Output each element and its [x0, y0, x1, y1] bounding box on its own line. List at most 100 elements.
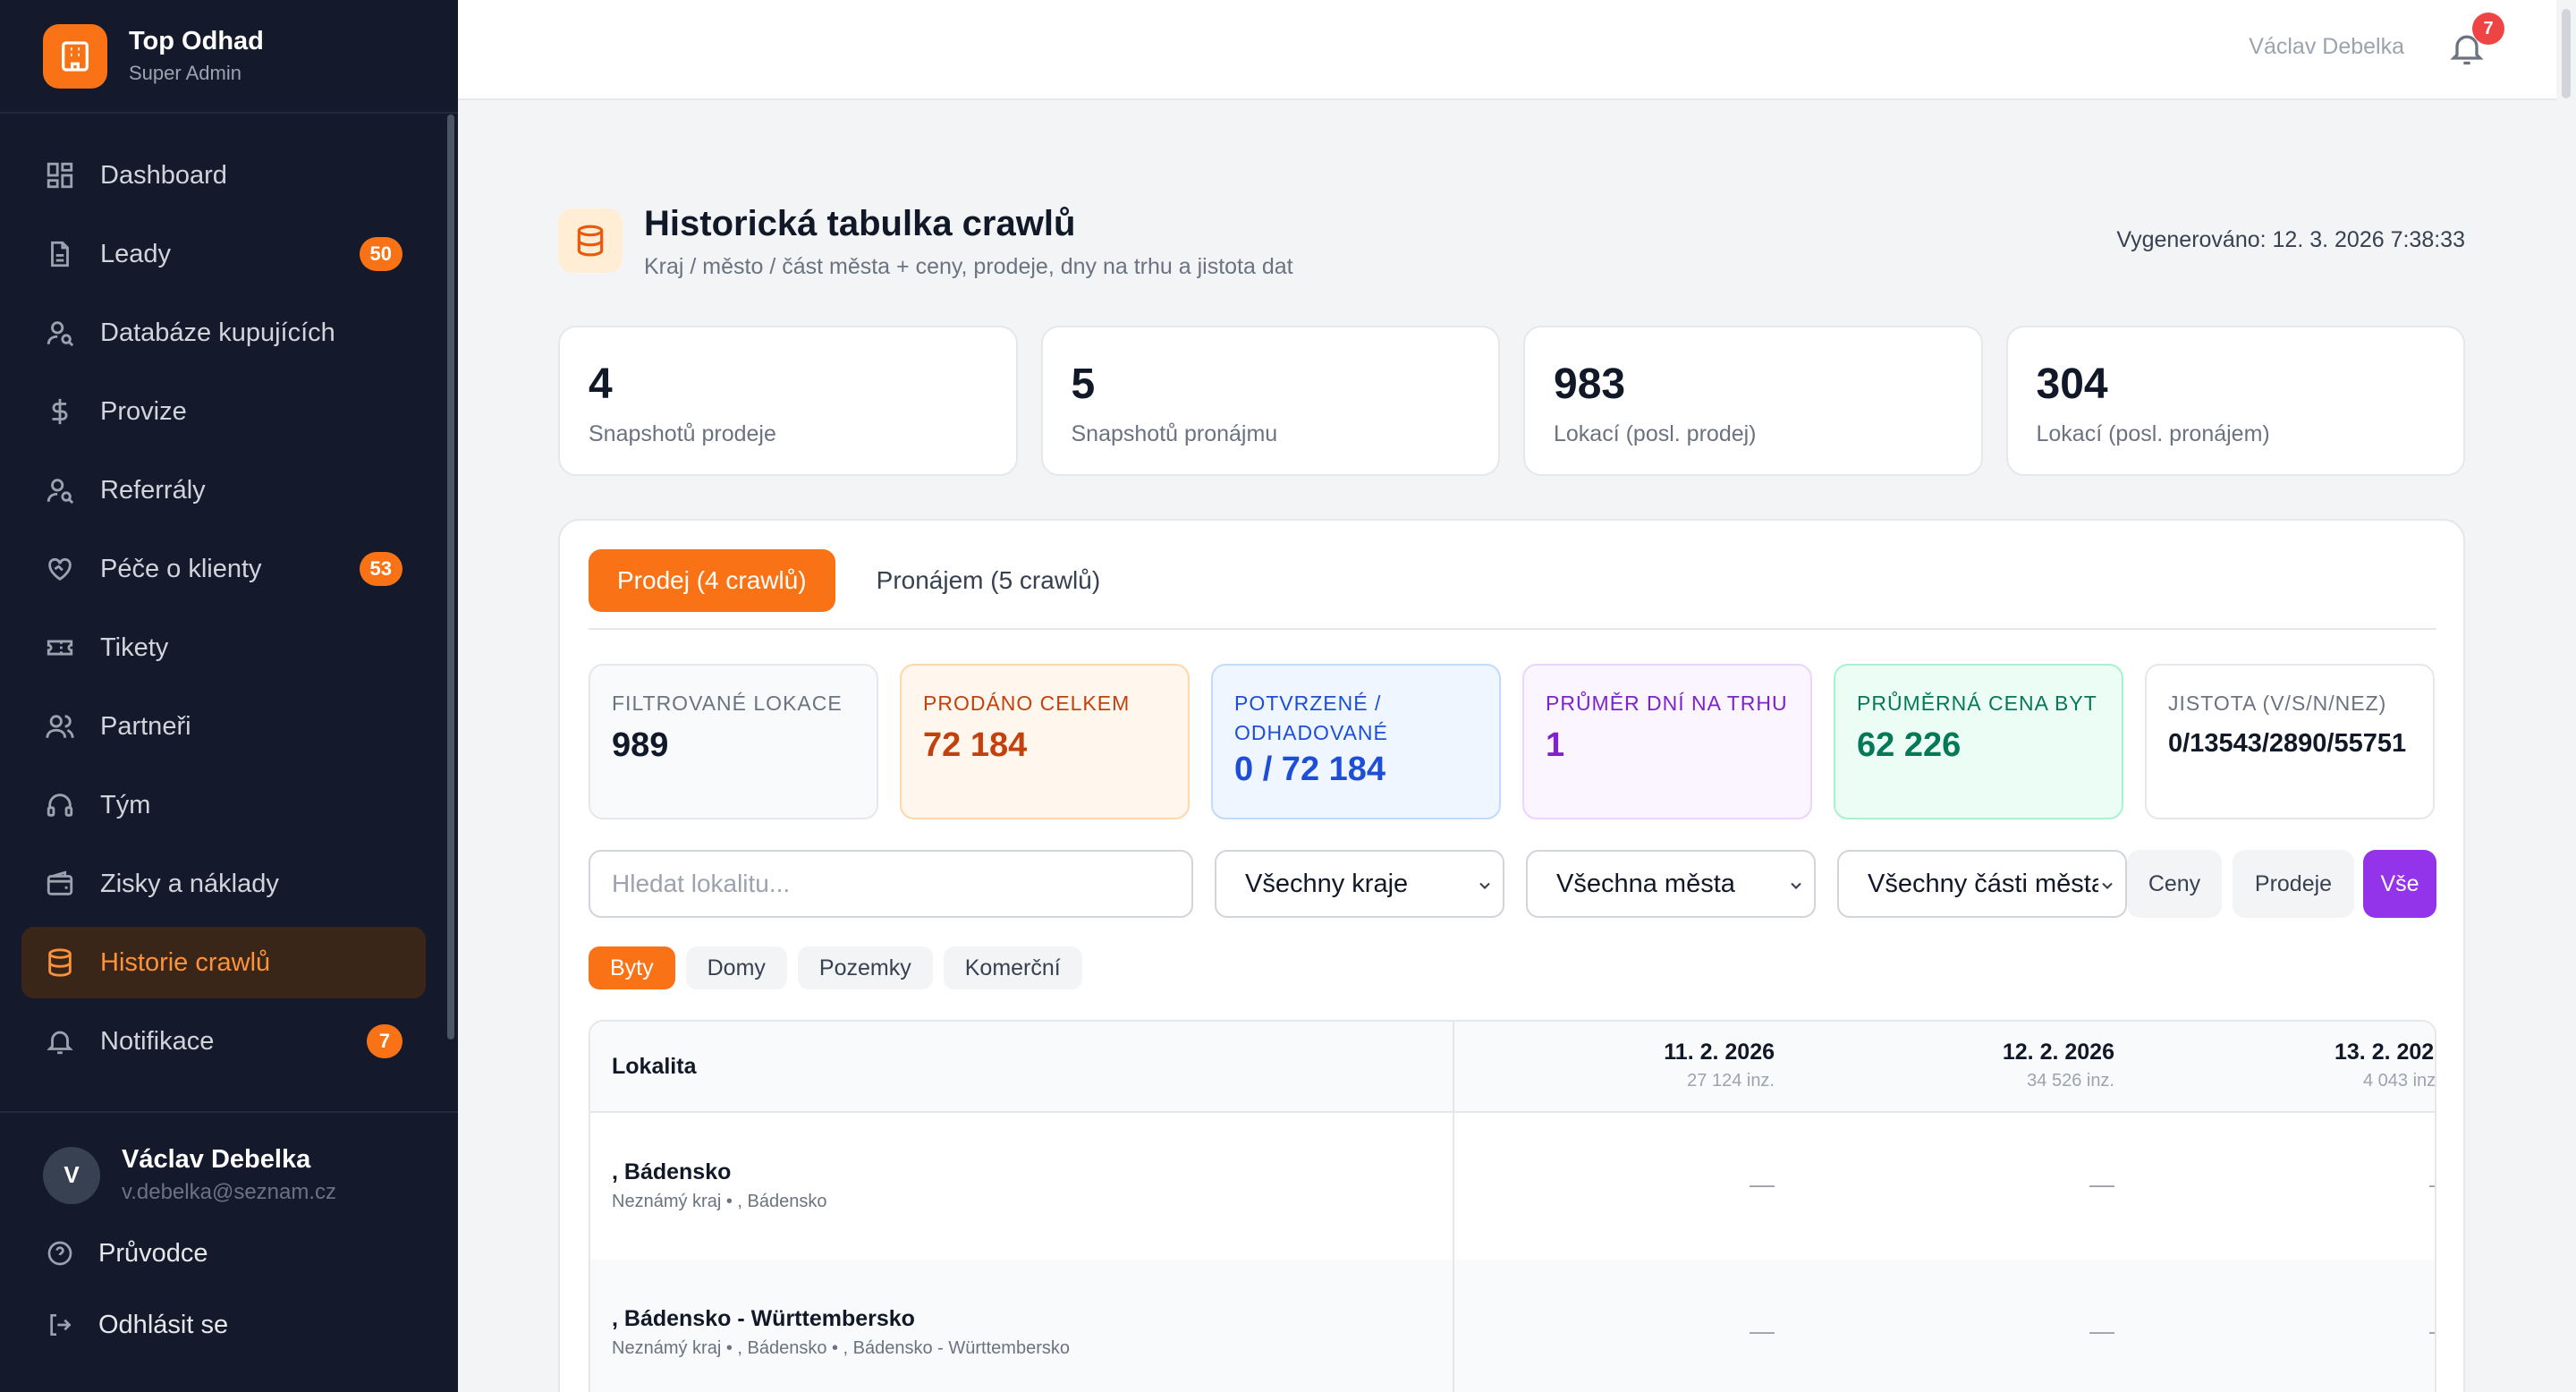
table-cell: —	[2089, 1317, 2114, 1345]
page-scrollbar[interactable]	[2556, 0, 2576, 1392]
filter-bar: Všechny kraje Všechna města Všechny část…	[589, 850, 2436, 918]
user-block: V Václav Debelka v.debelka@seznam.cz Prů…	[0, 1111, 458, 1348]
tab-pronajem[interactable]: Pronájem (5 crawlů)	[876, 566, 1101, 594]
metric-avg-price-flat: Průměrná cena byt 62 226	[1834, 664, 2123, 819]
metric-value: 0/13543/2890/55751	[2168, 729, 2407, 758]
stat-label: Lokací (posl. pronájem)	[2036, 421, 2270, 446]
logout-icon	[43, 1308, 77, 1342]
document-icon	[43, 237, 77, 271]
sidebar-item-label: Dashboard	[100, 160, 227, 190]
database-icon	[558, 208, 623, 273]
brand: Top Odhad Super Admin	[0, 0, 458, 114]
database-icon	[43, 946, 77, 980]
sidebar-item-zisky-a-naklady[interactable]: Zisky a náklady	[21, 848, 426, 920]
metric-confidence: Jistota (V/S/N/NEZ) 0/13543/2890/55751	[2145, 664, 2435, 819]
sidebar: Top Odhad Super Admin Dashboard Leady 50…	[0, 0, 458, 1392]
top-header: Václav Debelka 7	[458, 0, 2556, 100]
user-profile[interactable]: V Václav Debelka v.debelka@seznam.cz	[43, 1145, 458, 1205]
metric-label: Průměr dní na trhu	[1546, 692, 1788, 715]
page-subtitle: Kraj / město / část města + ceny, prodej…	[644, 254, 1293, 279]
chip-komercni[interactable]: Komerční	[943, 946, 1082, 989]
row-location-path: Neznámý kraj • , Bádensko	[612, 1192, 827, 1211]
sidebar-item-notifikace[interactable]: Notifikace 7	[21, 1006, 426, 1077]
metric-value: 1	[1546, 726, 1565, 764]
table-row[interactable]: , Bádensko - Württembersko Neznámý kraj …	[590, 1260, 2435, 1392]
header-user-name[interactable]: Václav Debelka	[2249, 34, 2404, 59]
column-header-location[interactable]: Lokalita	[612, 1054, 697, 1079]
segment-prodeje-button[interactable]: Prodeje	[2233, 850, 2354, 918]
district-select[interactable]: Všechny části města	[1837, 850, 2127, 918]
count-badge: 50	[359, 237, 402, 271]
tab-prodej[interactable]: Prodej (4 crawlů)	[589, 549, 835, 612]
metric-filtered-locations: Filtrované lokace 989	[589, 664, 878, 819]
sidebar-item-historie-crawlu[interactable]: Historie crawlů	[21, 927, 426, 998]
notification-badge: 7	[2472, 13, 2504, 45]
logout-link[interactable]: Odhlásit se	[43, 1302, 458, 1348]
sidebar-item-label: Leady	[100, 239, 172, 268]
stat-label: Snapshotů pronájmu	[1071, 421, 1278, 446]
user-email: v.debelka@seznam.cz	[122, 1180, 337, 1204]
sidebar-item-label: Partneři	[100, 711, 191, 741]
sidebar-item-label: Historie crawlů	[100, 947, 271, 977]
region-select[interactable]: Všechny kraje	[1215, 850, 1504, 918]
chip-byty[interactable]: Byty	[589, 946, 675, 989]
sidebar-item-partneri[interactable]: Partneři	[21, 691, 426, 762]
generated-timestamp: Vygenerováno: 12. 3. 2026 7:38:33	[2116, 227, 2465, 252]
sidebar-item-dashboard[interactable]: Dashboard	[21, 140, 426, 211]
sidebar-item-tikety[interactable]: Tikety	[21, 612, 426, 683]
sidebar-scrollbar[interactable]	[447, 115, 454, 1040]
metric-label: Jistota (V/S/N/NEZ)	[2168, 692, 2387, 715]
page-title: Historická tabulka crawlů	[644, 204, 1076, 243]
sidebar-item-tym[interactable]: Tým	[21, 769, 426, 841]
table-cell: —	[2429, 1170, 2435, 1199]
sidebar-item-label: Databáze kupujících	[100, 318, 335, 347]
metric-value: 72 184	[923, 726, 1028, 764]
count-badge: 53	[359, 552, 402, 586]
help-circle-icon	[43, 1236, 77, 1270]
date-label: 13. 2. 2026	[2334, 1040, 2436, 1065]
column-header-date: 12. 2. 2026 34 526 inz.	[2003, 1040, 2114, 1091]
location-search-input[interactable]	[589, 850, 1193, 918]
chip-pozemky[interactable]: Pozemky	[797, 946, 933, 989]
city-select[interactable]: Všechna města	[1526, 850, 1816, 918]
brand-subtitle: Super Admin	[129, 62, 242, 84]
column-header-date: 13. 2. 2026 4 043 inz.	[2334, 1040, 2436, 1091]
metric-sold-total: Prodáno celkem 72 184	[900, 664, 1190, 819]
property-type-chips: Byty Domy Pozemky Komerční	[589, 946, 1082, 989]
segment-vse-button[interactable]: Vše	[2363, 850, 2436, 918]
listing-count: 34 526 inz.	[2027, 1071, 2114, 1091]
table-cell: —	[1750, 1317, 1775, 1345]
stat-card: 4 Snapshotů prodeje	[558, 326, 1018, 476]
sidebar-item-label: Notifikace	[100, 1026, 215, 1056]
stat-card: 5 Snapshotů pronájmu	[1040, 326, 1500, 476]
guide-link[interactable]: Průvodce	[43, 1230, 458, 1277]
stat-value: 5	[1071, 361, 1096, 408]
sidebar-item-pece-o-klienty[interactable]: Péče o klienty 53	[21, 533, 426, 605]
sidebar-item-label: Zisky a náklady	[100, 869, 279, 898]
table-cell: —	[2089, 1170, 2114, 1198]
notification-bell-icon[interactable]	[2447, 29, 2487, 68]
sidebar-item-leady[interactable]: Leady 50	[21, 218, 426, 290]
stat-value: 304	[2036, 361, 2108, 408]
segment-ceny-button[interactable]: Ceny	[2127, 850, 2222, 918]
chip-domy[interactable]: Domy	[685, 946, 787, 989]
sidebar-item-label: Tikety	[100, 632, 169, 662]
chevron-down-icon	[2098, 877, 2116, 895]
main-content: Historická tabulka crawlů Kraj / město /…	[558, 204, 2465, 1392]
table-cell: —	[2429, 1317, 2435, 1345]
heart-handshake-icon	[43, 552, 77, 586]
dollar-icon	[43, 395, 77, 429]
row-location-name: , Bádensko	[612, 1159, 732, 1184]
page-header: Historická tabulka crawlů Kraj / město /…	[558, 204, 2465, 279]
sidebar-item-referraly[interactable]: Referrály	[21, 454, 426, 526]
tab-bar: Prodej (4 crawlů) Pronájem (5 crawlů)	[589, 549, 2436, 630]
table-cell: —	[1750, 1170, 1775, 1198]
metric-value: 0 / 72 184	[1234, 751, 1386, 788]
table-header: Lokalita 11. 2. 2026 27 124 inz. 12. 2. …	[590, 1022, 2436, 1113]
sidebar-item-provize[interactable]: Provize	[21, 376, 426, 447]
date-label: 11. 2. 2026	[1664, 1040, 1775, 1065]
city-select-value: Všechna města	[1556, 869, 1735, 898]
sidebar-item-databaze-kupujicich[interactable]: Databáze kupujících	[21, 297, 426, 369]
table-row[interactable]: , Bádensko Neznámý kraj • , Bádensko — —…	[590, 1113, 2435, 1260]
stat-value: 983	[1554, 361, 1626, 408]
